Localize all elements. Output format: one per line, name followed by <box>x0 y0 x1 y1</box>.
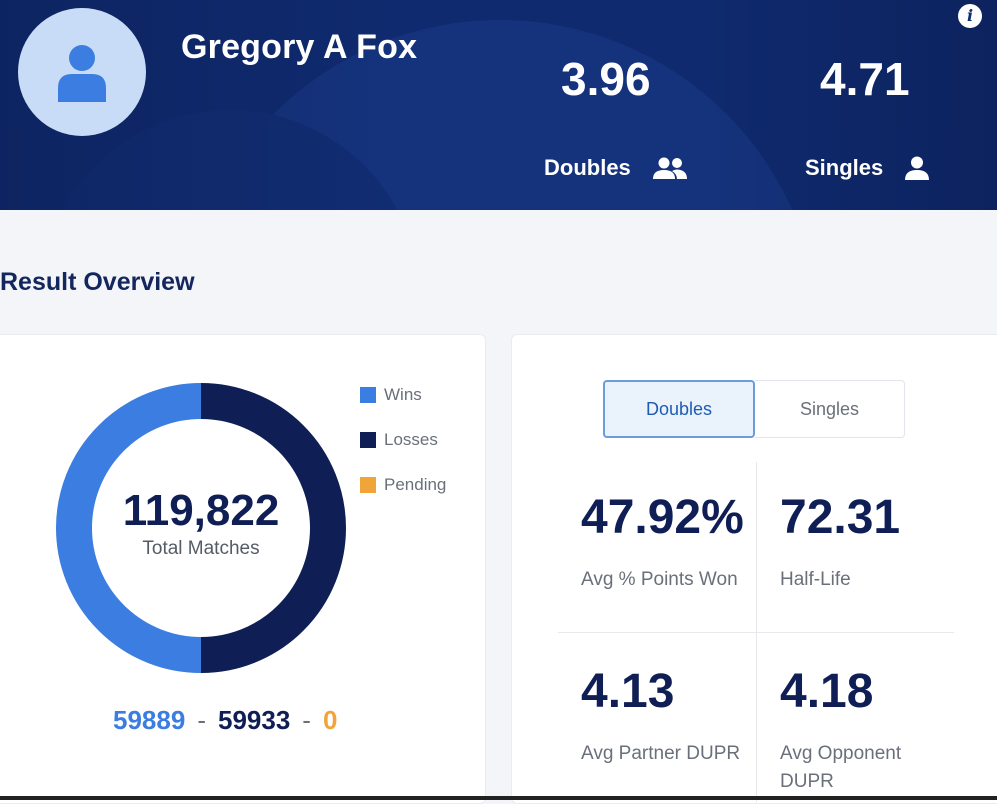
total-matches-label: Total Matches <box>142 538 260 559</box>
legend-swatch-losses <box>360 432 376 448</box>
avg-opponent-dupr-label: Avg Opponent DUPR <box>780 743 902 792</box>
profile-header: Gregory A Fox 3.96 4.71 Doubles Singles … <box>0 0 997 210</box>
legend-label: Wins <box>384 385 422 404</box>
losses-count: 59933 <box>217 705 291 735</box>
legend-swatch-pending <box>360 477 376 493</box>
player-name: Gregory A Fox <box>181 28 418 66</box>
separator: - <box>302 705 311 735</box>
doubles-rating: 3.96 <box>561 53 651 105</box>
total-matches-value: 119,822 <box>122 486 280 535</box>
pending-count: 0 <box>322 705 338 735</box>
separator: - <box>197 705 206 735</box>
avg-partner-dupr-value: 4.13 <box>581 665 675 718</box>
avatar[interactable] <box>18 8 146 136</box>
singles-rating: 4.71 <box>820 53 910 105</box>
avg-partner-dupr-label: Avg Partner DUPR <box>581 743 741 764</box>
legend-label: Pending <box>384 475 447 494</box>
format-toggle: Doubles Singles <box>603 380 905 438</box>
tab-doubles[interactable]: Doubles <box>603 380 755 438</box>
wins-count: 59889 <box>113 705 186 735</box>
legend-item-pending[interactable]: Pending <box>360 475 446 495</box>
tab-singles[interactable]: Singles <box>755 380 905 438</box>
singles-rating-label: Singles <box>805 155 930 181</box>
legend-label: Losses <box>384 430 438 449</box>
avg-opponent-dupr-value: 4.18 <box>780 665 874 718</box>
doubles-label: Doubles <box>544 155 631 180</box>
singles-label: Singles <box>805 155 884 180</box>
win-loss-counts: 59889-59933-0 <box>113 705 337 736</box>
half-life-label: Half-Life <box>780 569 851 590</box>
section-title: Result Overview <box>0 268 195 296</box>
divider <box>558 632 954 633</box>
avg-points-won-label: Avg % Points Won <box>581 569 738 590</box>
info-icon[interactable]: i <box>958 4 982 28</box>
doubles-rating-label: Doubles <box>544 155 687 181</box>
donut-slice-losses[interactable] <box>56 383 346 673</box>
legend-swatch-wins <box>360 387 376 403</box>
legend-item-wins[interactable]: Wins <box>360 385 422 405</box>
user-icon <box>58 45 106 102</box>
legend-item-losses[interactable]: Losses <box>360 430 438 450</box>
half-life-value: 72.31 <box>780 491 901 544</box>
user-icon <box>905 156 930 180</box>
results-donut-chart <box>56 383 346 673</box>
avg-points-won-value: 47.92% <box>581 491 744 544</box>
users-icon <box>652 157 687 179</box>
